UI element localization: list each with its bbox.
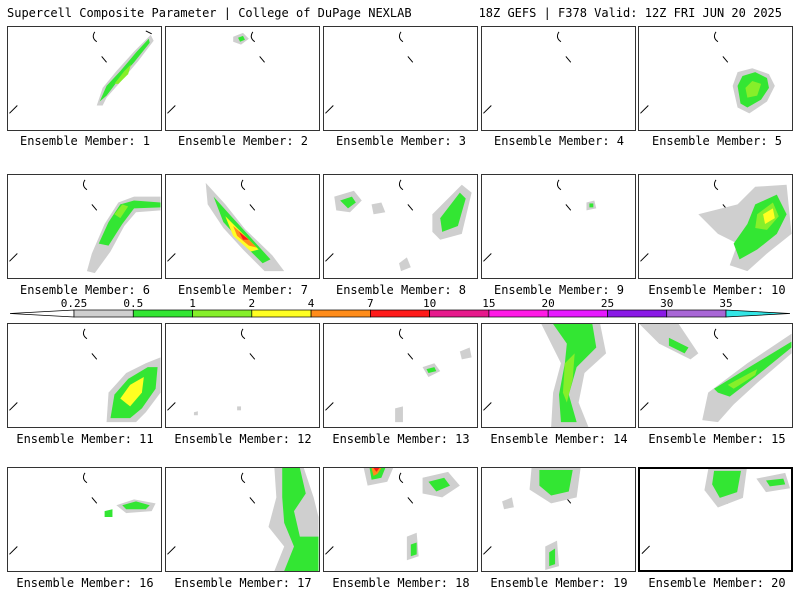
colorbar-swatch (310, 309, 371, 318)
map-panel-member-8[interactable] (323, 174, 478, 279)
colorbar-tick-label: 4 (308, 297, 315, 310)
panel-label: Ensemble Member: 8 (335, 283, 467, 297)
colorbar-swatch (73, 309, 134, 318)
map-panel-member-10[interactable] (638, 174, 793, 279)
colorbar-tick-label: 10 (423, 297, 436, 310)
colorbar-legend: 0.25 0.5 1 2 4 7 10 15 20 25 30 35 (9, 297, 791, 318)
panel-label: Ensemble Member: 19 (490, 576, 628, 590)
colorbar-tick-label: 20 (542, 297, 555, 310)
colorbar-swatch (607, 309, 668, 318)
panel-label: Ensemble Member: 12 (174, 432, 312, 446)
map-panel-member-9[interactable] (481, 174, 636, 279)
panel-label: Ensemble Member: 13 (332, 432, 470, 446)
colorbar-tick-label: 2 (249, 297, 256, 310)
panel-label: Ensemble Member: 18 (332, 576, 470, 590)
panel-label: Ensemble Member: 16 (16, 576, 154, 590)
map-panel-member-11[interactable] (7, 323, 162, 428)
panel-label: Ensemble Member: 14 (490, 432, 628, 446)
panel-label: Ensemble Member: 2 (177, 134, 309, 148)
panel-label: Ensemble Member: 7 (177, 283, 309, 297)
map-panel-member-20[interactable] (638, 467, 793, 572)
map-title: Supercell Composite Parameter | College … (7, 6, 412, 20)
map-panel-member-12[interactable] (165, 323, 320, 428)
colorbar-swatch (192, 309, 253, 318)
map-panel-member-15[interactable] (638, 323, 793, 428)
colorbar-swatch (251, 309, 312, 318)
panel-label: Ensemble Member: 3 (335, 134, 467, 148)
colorbar-tick-label: 15 (482, 297, 495, 310)
colorbar-swatch (488, 309, 549, 318)
colorbar-tick-label: 30 (660, 297, 673, 310)
map-panel-member-16[interactable] (7, 467, 162, 572)
colorbar-low-wedge (9, 309, 75, 318)
panel-label: Ensemble Member: 4 (493, 134, 625, 148)
map-panel-member-13[interactable] (323, 323, 478, 428)
colorbar-tick-label: 7 (367, 297, 374, 310)
map-panel-member-18[interactable] (323, 467, 478, 572)
map-panel-member-3[interactable] (323, 26, 478, 131)
panel-label: Ensemble Member: 5 (651, 134, 783, 148)
panel-label: Ensemble Member: 11 (16, 432, 154, 446)
colorbar-tick-label: 35 (719, 297, 732, 310)
colorbar-swatch (370, 309, 430, 318)
run-valid-time: 18Z GEFS | F378 Valid: 12Z FRI JUN 20 20… (478, 6, 782, 20)
colorbar-swatch (666, 309, 727, 318)
map-panel-member-2[interactable] (165, 26, 320, 131)
colorbar-swatch (547, 309, 608, 318)
colorbar-tick-label: 1 (189, 297, 196, 310)
map-panel-member-4[interactable] (481, 26, 636, 131)
colorbar-swatch (429, 309, 490, 318)
map-panel-member-6[interactable] (7, 174, 162, 279)
colorbar-tick-label: 0.5 (123, 297, 143, 310)
panel-label: Ensemble Member: 17 (174, 576, 312, 590)
map-panel-member-19[interactable] (481, 467, 636, 572)
panel-label: Ensemble Member: 10 (648, 283, 786, 297)
colorbar-swatch (132, 309, 193, 318)
panel-label: Ensemble Member: 15 (648, 432, 786, 446)
panel-label: Ensemble Member: 9 (493, 283, 625, 297)
map-panel-member-14[interactable] (481, 323, 636, 428)
panel-label: Ensemble Member: 6 (19, 283, 151, 297)
map-panel-member-5[interactable] (638, 26, 793, 131)
map-panel-member-17[interactable] (165, 467, 320, 572)
colorbar-tick-label: 0.25 (61, 297, 88, 310)
colorbar-high-wedge (725, 309, 791, 318)
map-panel-member-1[interactable] (7, 26, 162, 131)
panel-label: Ensemble Member: 20 (648, 576, 786, 590)
map-panel-member-7[interactable] (165, 174, 320, 279)
colorbar-tick-label: 25 (601, 297, 614, 310)
panel-label: Ensemble Member: 1 (19, 134, 151, 148)
